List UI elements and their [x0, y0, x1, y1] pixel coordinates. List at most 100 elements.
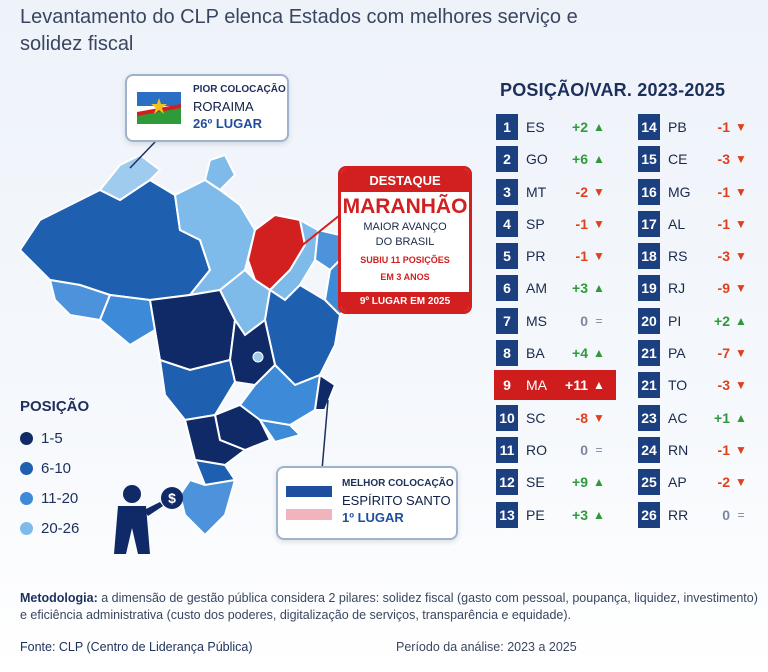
ranking-position: 14 — [638, 114, 660, 140]
ranking-position: 23 — [638, 404, 660, 431]
ranking-variation: -1 — [575, 248, 588, 265]
arrow-up-icon: ▲ — [593, 152, 605, 167]
ranking-state: MG — [668, 183, 691, 200]
worst-position: 26º LUGAR — [193, 116, 263, 131]
period: Período da análise: 2023 a 2025 — [396, 640, 577, 654]
worst-position-callout: PIOR COLOCAÇÃO RORAIMA 26º LUGAR — [125, 74, 289, 142]
ranking-state: SP — [526, 215, 545, 232]
ranking-state: PE — [526, 506, 545, 523]
ranking-row: 21 TO -3 ▼ — [638, 370, 756, 400]
ranking-variation: +3 — [572, 506, 588, 523]
arrow-down-icon: ▼ — [735, 378, 747, 393]
ranking-variation: +4 — [572, 345, 588, 362]
arrow-up-icon: ▲ — [593, 378, 605, 393]
ranking-position: 10 — [496, 404, 518, 431]
arrow-down-icon: ▼ — [735, 249, 747, 264]
ranking-variation: -1 — [717, 215, 730, 232]
ranking-variation: -3 — [717, 377, 730, 394]
ranking-row: 1 ES +2 ▲ — [496, 112, 614, 142]
ranking-position: 25 — [638, 469, 660, 496]
ranking-state: CE — [668, 151, 688, 168]
legend-swatch — [20, 431, 33, 445]
highlight-callout: DESTAQUE MARANHÃO MAIOR AVANÇO DO BRASIL… — [338, 166, 472, 314]
arrow-down-icon: ▼ — [593, 184, 605, 199]
ranking-position: 5 — [496, 243, 518, 270]
ranking-row: 20 PI +2 ▲ — [638, 306, 756, 336]
arrow-down-icon: ▼ — [735, 120, 747, 134]
ranking-state: MS — [526, 312, 547, 329]
ranking-variation: +2 — [714, 312, 730, 329]
highlight-sub1: MAIOR AVANÇO — [363, 221, 447, 233]
ranking-row: 14 PB -1 ▼ — [638, 112, 756, 142]
ranking-variation: -3 — [717, 248, 730, 265]
ranking-position: 1 — [496, 114, 518, 140]
arrow-down-icon: ▼ — [735, 184, 747, 199]
ranking-position: 26 — [638, 501, 660, 528]
best-label: MELHOR COLOCAÇÃO — [342, 478, 454, 489]
state-ms — [158, 358, 237, 422]
ranking-column-left: 1 ES +2 ▲ 2 GO +6 ▲ 3 MT -2 ▼ 4 SP -1 ▼ 5 PR -1 ▼ 6 AM +3 ▲ 7 MS 0… — [494, 112, 616, 532]
ranking-position: 7 — [496, 307, 518, 334]
highlight-state: MARANHÃO — [342, 195, 468, 218]
ranking-state: RS — [668, 248, 688, 265]
ranking-variation: +1 — [714, 409, 730, 426]
arrow-down-icon: ▼ — [735, 442, 747, 457]
ranking-row: 16 MG -1 ▼ — [638, 177, 756, 207]
state-es — [313, 373, 337, 411]
ranking-title: POSIÇÃO/VAR. 2023-2025 — [500, 80, 726, 100]
ranking-variation: +6 — [572, 151, 588, 168]
espirito-santo-flag — [286, 486, 332, 520]
ranking-state: AM — [526, 280, 547, 297]
ranking-variation: 0 — [580, 312, 588, 329]
equal-icon: = — [595, 313, 603, 328]
state-ap — [203, 153, 237, 192]
equal-icon: = — [737, 507, 745, 522]
methodology-label: Metodologia: — [20, 591, 98, 605]
ranking-variation: +11 — [565, 377, 588, 394]
ranking-row: 3 MT -2 ▼ — [496, 177, 614, 207]
ranking-row: 12 SE +9 ▲ — [496, 467, 614, 497]
ranking-variation: +2 — [572, 119, 588, 135]
ranking-state: AP — [668, 474, 687, 491]
ranking-state: TO — [668, 377, 688, 394]
ranking-state: RN — [668, 441, 689, 458]
methodology: Metodologia: a dimensão de gestão públic… — [20, 590, 760, 624]
ranking-row: 17 AL -1 ▼ — [638, 209, 756, 239]
ranking-state: PB — [668, 119, 687, 135]
ranking-row: 5 PR -1 ▼ — [496, 241, 614, 271]
leader-line-highlight — [289, 214, 341, 256]
ranking-row: 13 PE +3 ▲ — [496, 500, 614, 530]
ranking-row: 7 MS 0 = — [496, 306, 614, 336]
legend: POSIÇÃO 1-5 6-10 11-20 20-26 — [20, 398, 89, 543]
arrow-up-icon: ▲ — [593, 507, 605, 522]
ranking-state: AC — [668, 409, 688, 426]
state-mt — [148, 288, 237, 372]
legend-item: 6-10 — [20, 453, 89, 483]
arrow-down-icon: ▼ — [593, 410, 605, 425]
best-position: 1º LUGAR — [342, 510, 404, 525]
ranking-row: 25 AP -2 ▼ — [638, 467, 756, 497]
ranking-row: 23 AC +1 ▲ — [638, 403, 756, 433]
svg-text:$: $ — [168, 490, 176, 506]
arrow-down-icon: ▼ — [735, 152, 747, 167]
ranking-state: ES — [526, 119, 545, 135]
ranking-variation: -1 — [717, 441, 730, 458]
ranking-position: 12 — [496, 469, 518, 496]
ranking-row: 4 SP -1 ▼ — [496, 209, 614, 239]
arrow-down-icon: ▼ — [735, 216, 747, 231]
legend-swatch — [20, 461, 33, 475]
page-title: Levantamento do CLP elenca Estados com m… — [20, 6, 578, 55]
arrow-up-icon: ▲ — [593, 120, 605, 134]
legend-title: POSIÇÃO — [20, 398, 90, 415]
ranking-variation: -2 — [717, 474, 730, 491]
ranking-variation: 0 — [722, 506, 730, 523]
ranking-row: 10 SC -8 ▼ — [496, 403, 614, 433]
ranking-state: GO — [526, 151, 548, 168]
ranking-state: BA — [526, 345, 545, 362]
leader-line-worst — [129, 141, 156, 169]
ranking-row: 21 PA -7 ▼ — [638, 338, 756, 368]
legend-label: 11-20 — [41, 489, 79, 507]
ranking-row: 15 CE -3 ▼ — [638, 144, 756, 174]
highlight-footer: 9º LUGAR EM 2025 — [341, 292, 469, 311]
arrow-up-icon: ▲ — [593, 475, 605, 490]
